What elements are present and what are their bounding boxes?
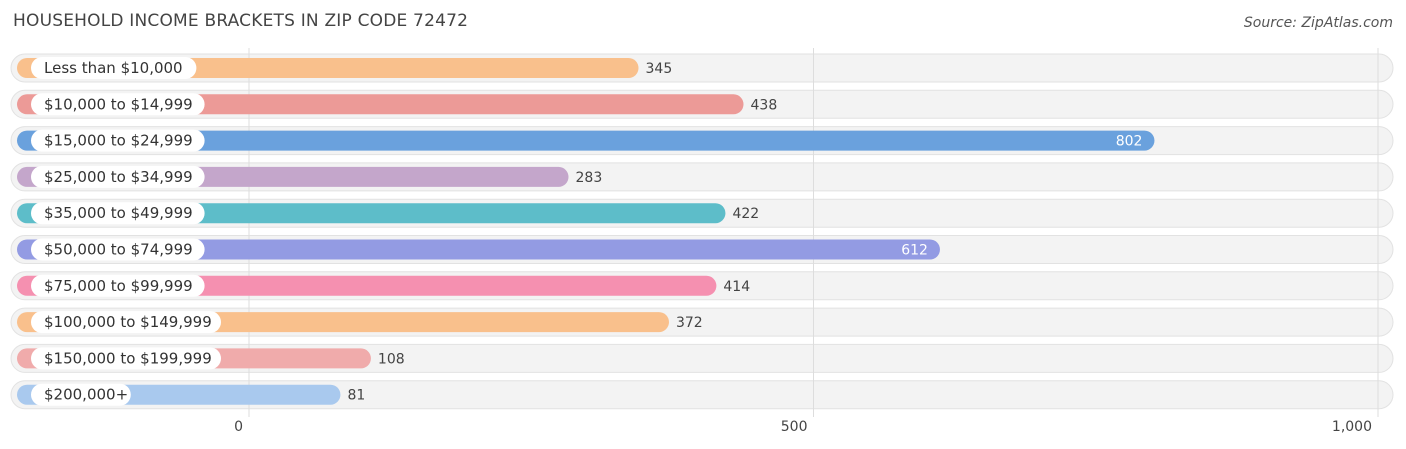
- category-label-pill: [31, 383, 131, 406]
- category-label: $150,000 to $199,999: [44, 349, 212, 367]
- value-label: 283: [576, 170, 603, 186]
- category-label-pill: [31, 347, 221, 370]
- category-label-pill: [31, 93, 205, 116]
- category-label-pill: [31, 311, 221, 334]
- bar: [17, 239, 940, 260]
- value-label: 438: [751, 97, 778, 113]
- category-label: $10,000 to $14,999: [44, 95, 193, 113]
- x-tick-label: 0: [234, 419, 243, 435]
- value-label: 345: [646, 61, 673, 77]
- value-label: 802: [1116, 134, 1143, 150]
- category-label: $100,000 to $149,999: [44, 313, 212, 331]
- value-label: 81: [347, 388, 365, 404]
- category-label-pill: [31, 274, 205, 297]
- category-label-pill: [31, 165, 205, 188]
- category-label: $15,000 to $24,999: [44, 132, 193, 150]
- value-label: 612: [901, 243, 928, 259]
- category-label-pill: [31, 57, 197, 79]
- value-label: 372: [676, 315, 703, 331]
- category-label: Less than $10,000: [44, 59, 183, 77]
- value-label: 414: [723, 279, 750, 295]
- source-label: Source: ZipAtlas.com: [1243, 15, 1393, 31]
- category-label: $25,000 to $34,999: [44, 168, 193, 186]
- category-label: $75,000 to $99,999: [44, 277, 193, 295]
- category-label-pill: [31, 202, 205, 225]
- bar: [17, 130, 1155, 151]
- value-label: 422: [732, 206, 759, 222]
- row-track: [10, 380, 1394, 410]
- category-label-pill: [31, 129, 205, 152]
- category-label-pill: [31, 238, 205, 261]
- x-tick-label: 500: [781, 419, 808, 435]
- category-label: $35,000 to $49,999: [44, 204, 193, 222]
- category-label: $50,000 to $74,999: [44, 241, 193, 259]
- category-label: $200,000+: [44, 386, 128, 404]
- chart-title: HOUSEHOLD INCOME BRACKETS IN ZIP CODE 72…: [13, 11, 469, 31]
- value-label: 108: [378, 351, 405, 367]
- x-tick-label: 1,000: [1332, 419, 1372, 435]
